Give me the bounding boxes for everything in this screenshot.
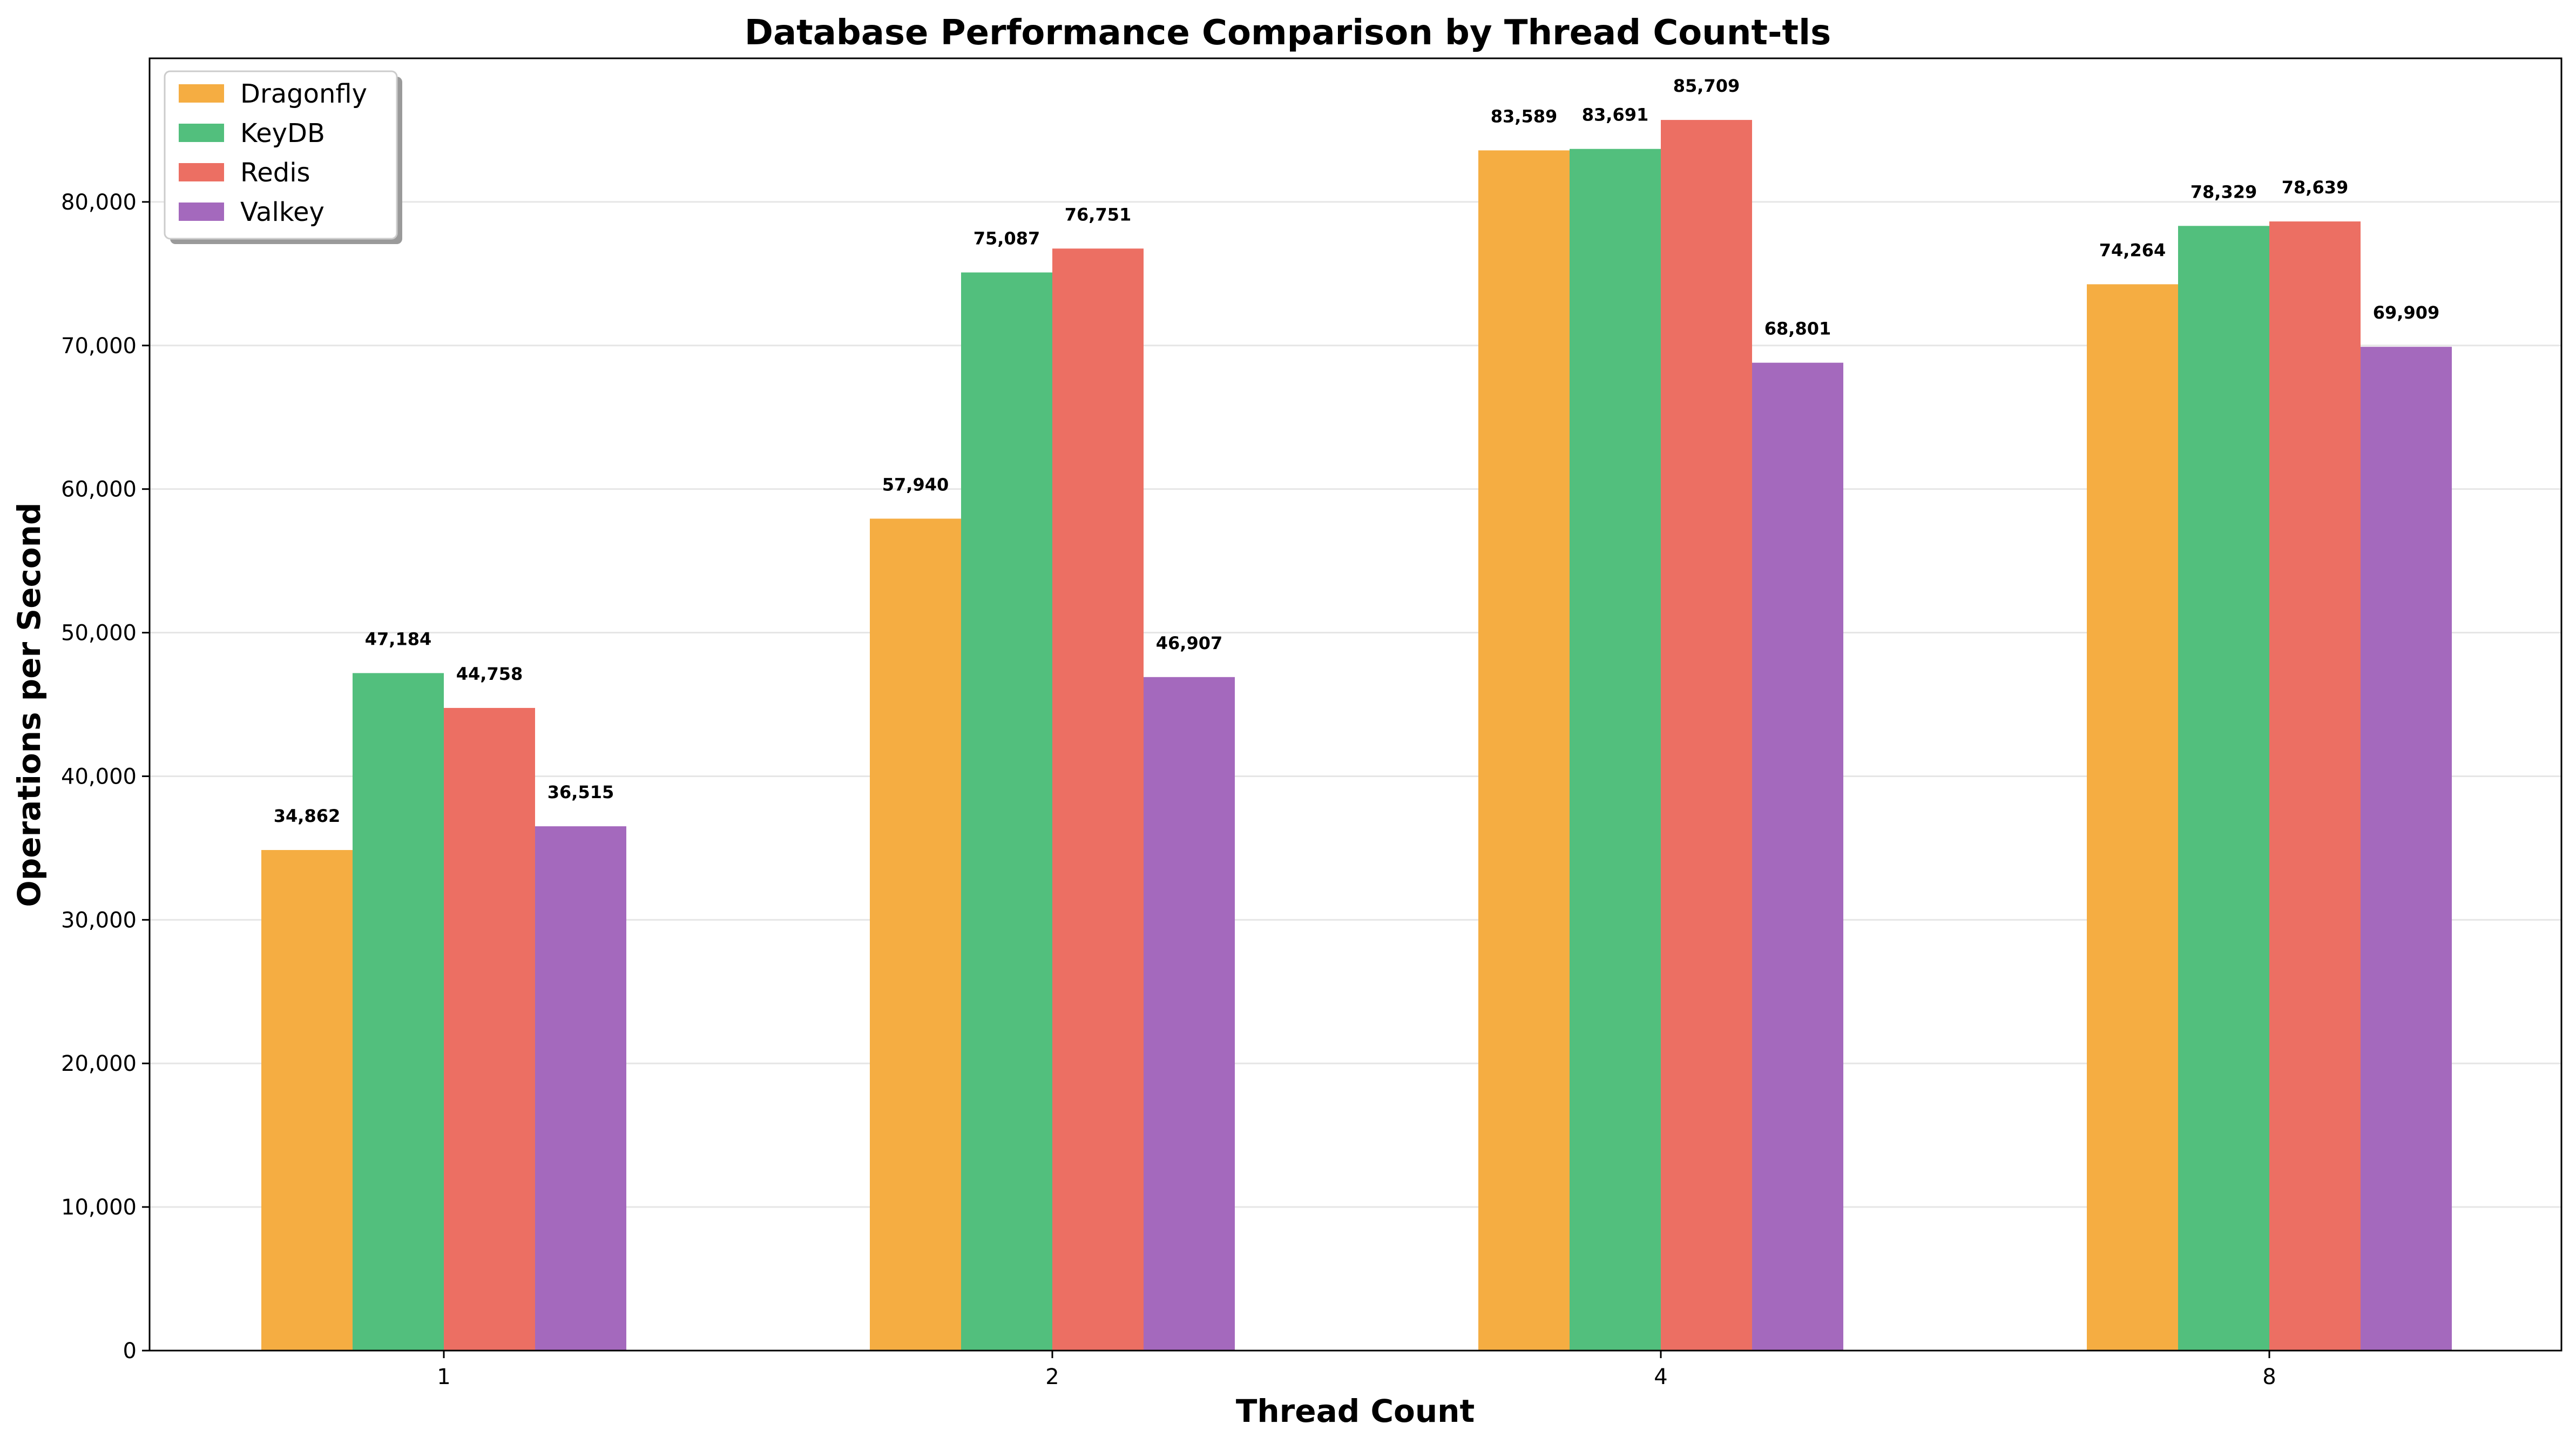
x-tick-label: 4 xyxy=(1654,1365,1667,1389)
bar-valkey-4 xyxy=(1752,362,1843,1351)
bar-redis-8 xyxy=(2269,221,2361,1351)
legend-label-redis: Redis xyxy=(240,158,310,188)
data-labels: 34,862 57,940 83,589 74,264 47,184 75,087 83,6… xyxy=(274,76,2439,826)
data-label: 78,639 xyxy=(2282,177,2348,198)
y-tick-label: 0 xyxy=(123,1339,137,1364)
y-tick-label: 50,000 xyxy=(61,621,137,646)
y-tick-label: 70,000 xyxy=(61,334,137,359)
data-label: 85,709 xyxy=(1673,76,1740,96)
data-label: 69,909 xyxy=(2373,302,2439,323)
data-label: 68,801 xyxy=(1764,319,1831,339)
legend-swatch-valkey xyxy=(179,203,224,221)
data-label: 74,264 xyxy=(2099,240,2166,260)
bar-dragonfly-1 xyxy=(261,850,353,1351)
y-axis-ticks: 0 10,000 20,000 30,000 40,000 50,000 60,000 70,… xyxy=(61,190,150,1364)
data-label: 44,758 xyxy=(456,664,523,684)
data-label: 75,087 xyxy=(973,228,1040,249)
bar-valkey-8 xyxy=(2361,347,2452,1351)
bar-dragonfly-4 xyxy=(1478,150,1570,1351)
bar-keydb-4 xyxy=(1570,149,1661,1351)
x-tick-label: 8 xyxy=(2262,1365,2276,1389)
x-tick-label: 1 xyxy=(437,1365,450,1389)
bar-redis-4 xyxy=(1661,120,1752,1351)
bar-keydb-1 xyxy=(353,673,444,1351)
y-axis-label: Operations per Second xyxy=(11,502,48,907)
bar-redis-1 xyxy=(444,707,535,1351)
bar-dragonfly-2 xyxy=(870,518,961,1351)
x-axis-label: Thread Count xyxy=(1236,1393,1475,1429)
y-tick-label: 10,000 xyxy=(61,1195,137,1220)
data-label: 83,691 xyxy=(1582,105,1648,125)
legend-box xyxy=(164,70,398,240)
data-label: 78,329 xyxy=(2190,181,2257,202)
data-label: 76,751 xyxy=(1065,204,1131,225)
legend-label-valkey: Valkey xyxy=(240,197,324,227)
y-tick-label: 40,000 xyxy=(61,764,137,789)
legend-label-dragonfly: Dragonfly xyxy=(240,79,367,109)
bar-valkey-2 xyxy=(1144,677,1235,1351)
data-label: 83,589 xyxy=(1491,106,1557,126)
plot-area-frame xyxy=(148,57,2563,1352)
bar-redis-2 xyxy=(1052,248,1144,1351)
legend-swatch-dragonfly xyxy=(179,84,224,103)
bar-valkey-1 xyxy=(535,826,626,1351)
bars xyxy=(261,120,2452,1351)
data-label: 36,515 xyxy=(547,782,614,802)
bar-dragonfly-8 xyxy=(2087,284,2178,1351)
data-label: 57,940 xyxy=(882,474,949,495)
legend-label-keydb: KeyDB xyxy=(240,118,325,149)
bar-keydb-2 xyxy=(961,272,1052,1351)
chart-title: Database Performance Comparison by Threa… xyxy=(745,13,1831,53)
y-tick-label: 80,000 xyxy=(61,190,137,215)
legend-swatch-keydb xyxy=(179,124,224,142)
data-label: 47,184 xyxy=(365,629,431,649)
data-label: 34,862 xyxy=(274,806,340,826)
y-tick-label: 20,000 xyxy=(61,1051,137,1076)
data-label: 46,907 xyxy=(1156,633,1222,653)
y-tick-label: 30,000 xyxy=(61,908,137,933)
legend: Dragonfly KeyDB Redis Valkey xyxy=(164,70,402,244)
x-tick-label: 2 xyxy=(1045,1365,1059,1389)
bar-keydb-8 xyxy=(2178,226,2269,1351)
legend-swatch-redis xyxy=(179,163,224,181)
x-axis-ticks: 1 2 4 8 xyxy=(437,1351,2276,1389)
y-tick-label: 60,000 xyxy=(61,477,137,502)
